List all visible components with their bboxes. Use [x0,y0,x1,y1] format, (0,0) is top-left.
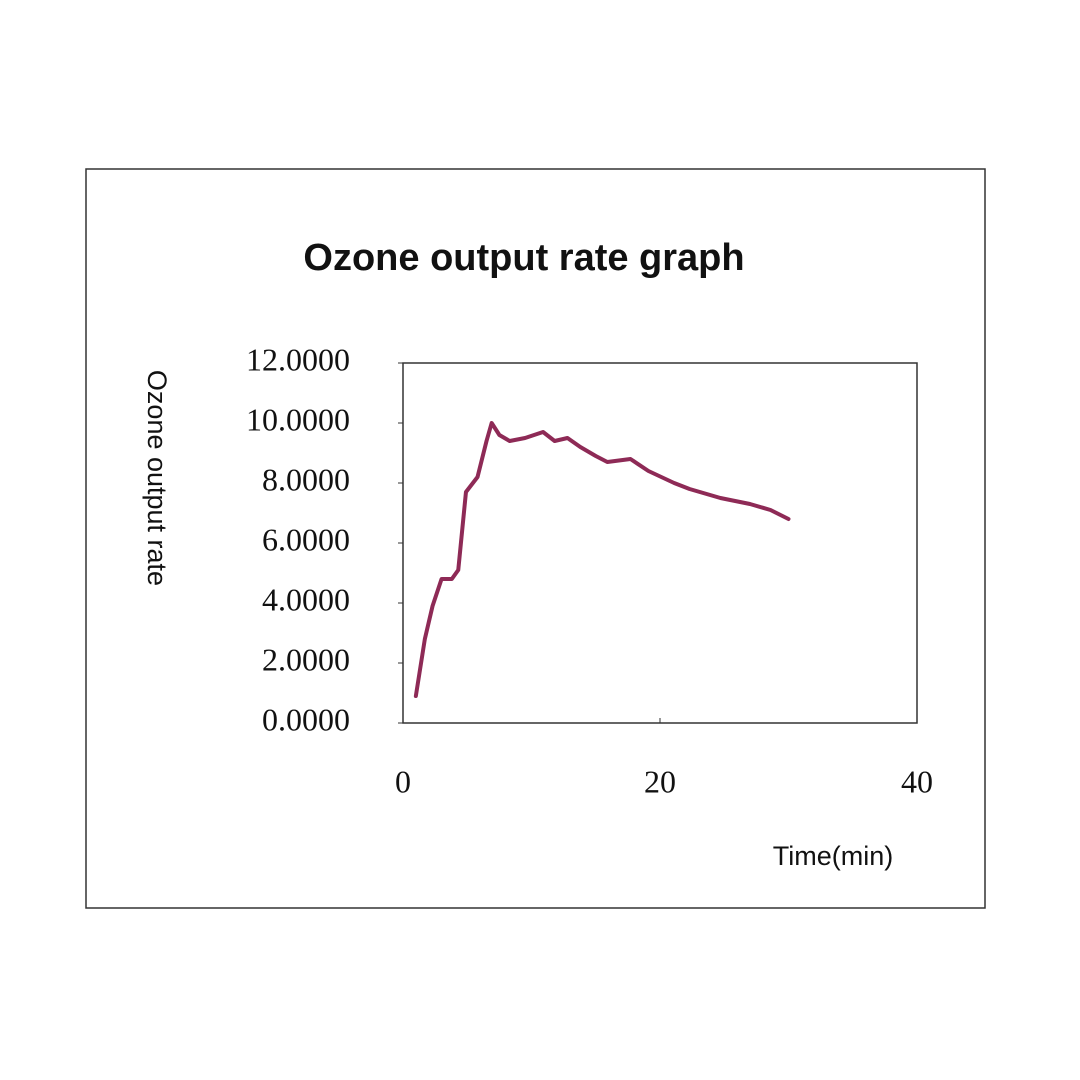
y-axis-label: Ozone output rate [142,370,172,586]
y-tick-label: 2.0000 [262,641,350,677]
chart-title: Ozone output rate graph [303,237,744,279]
y-tick-label: 8.0000 [262,461,350,497]
y-tick-label: 10.0000 [246,401,350,437]
frame [85,168,986,909]
y-tick-label: 0.0000 [262,701,350,737]
x-tick-label: 40 [901,763,933,799]
x-tick-label: 20 [644,763,676,799]
plot-area [402,362,918,724]
y-tick-label: 12.0000 [246,341,350,377]
y-tick-label: 6.0000 [262,521,350,557]
x-tick-label: 0 [395,763,411,799]
line [413,421,791,698]
x-axis-label: Time(min) [773,841,894,871]
y-tick-label: 4.0000 [262,581,350,617]
